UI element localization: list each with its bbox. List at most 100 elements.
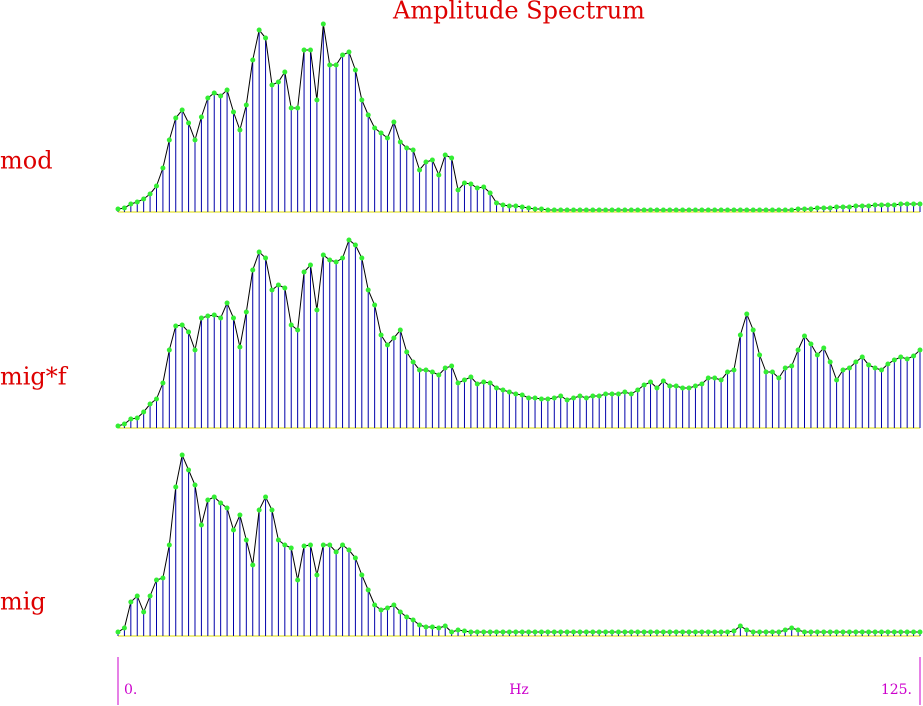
marker [442, 623, 448, 629]
marker [301, 543, 307, 549]
marker [153, 396, 159, 402]
marker [564, 397, 570, 403]
marker [853, 629, 859, 635]
marker [513, 203, 519, 209]
marker [558, 393, 564, 399]
marker [147, 191, 153, 197]
marker [474, 381, 480, 387]
marker [166, 137, 172, 143]
marker [166, 347, 172, 353]
marker [859, 629, 865, 635]
marker [115, 629, 121, 635]
marker [866, 629, 872, 635]
marker [532, 629, 538, 635]
marker [436, 172, 442, 178]
series-line [117, 23, 920, 211]
marker [853, 203, 859, 209]
marker [256, 27, 262, 33]
marker [179, 322, 185, 328]
marker [769, 629, 775, 635]
marker [744, 627, 750, 633]
marker [859, 354, 865, 360]
marker [667, 383, 673, 389]
marker [571, 629, 577, 635]
marker [898, 201, 904, 207]
marker [641, 382, 647, 388]
marker [795, 627, 801, 633]
marker [545, 629, 551, 635]
marker [365, 287, 371, 293]
marker [526, 629, 532, 635]
marker [230, 315, 236, 321]
marker [699, 629, 705, 635]
marker [494, 385, 500, 391]
marker [288, 322, 294, 328]
marker [814, 205, 820, 211]
marker [898, 629, 904, 635]
marker [115, 206, 121, 212]
marker [474, 185, 480, 191]
marker [173, 484, 179, 490]
marker [481, 184, 487, 190]
marker [352, 67, 358, 73]
marker [917, 347, 923, 353]
marker [609, 391, 615, 397]
marker [712, 375, 718, 381]
marker [776, 375, 782, 381]
marker [410, 617, 416, 623]
marker [269, 507, 275, 513]
marker [314, 572, 320, 578]
marker [192, 482, 198, 488]
marker [340, 52, 346, 58]
marker [198, 315, 204, 321]
marker [641, 207, 647, 213]
marker [917, 629, 923, 635]
marker [128, 201, 134, 207]
marker [673, 629, 679, 635]
marker [121, 421, 127, 427]
marker [776, 207, 782, 213]
x-tick-label: 125. [881, 682, 912, 698]
marker [436, 625, 442, 631]
marker [160, 165, 166, 171]
marker [872, 629, 878, 635]
marker [667, 629, 673, 635]
marker [827, 359, 833, 365]
marker [166, 542, 172, 548]
marker [417, 367, 423, 373]
marker [282, 69, 288, 75]
marker [320, 252, 326, 258]
marker [879, 202, 885, 208]
marker [654, 207, 660, 213]
marker [718, 629, 724, 635]
marker [577, 393, 583, 399]
marker [635, 387, 641, 393]
marker [429, 369, 435, 375]
marker [513, 391, 519, 397]
marker [372, 125, 378, 131]
marker [789, 207, 795, 213]
marker [538, 206, 544, 212]
marker [506, 203, 512, 209]
marker [205, 497, 211, 503]
marker [879, 629, 885, 635]
marker [750, 629, 756, 635]
marker [160, 380, 166, 386]
marker [763, 207, 769, 213]
marker [327, 542, 333, 548]
marker [468, 181, 474, 187]
marker [186, 120, 192, 126]
series-line [117, 239, 921, 427]
marker [224, 505, 230, 511]
marker [744, 207, 750, 213]
marker [551, 629, 557, 635]
marker [782, 627, 788, 633]
marker [603, 391, 609, 397]
marker [699, 207, 705, 213]
marker [725, 207, 731, 213]
marker [436, 372, 442, 378]
marker [596, 207, 602, 213]
marker [692, 207, 698, 213]
marker [449, 363, 455, 369]
marker [378, 332, 384, 338]
